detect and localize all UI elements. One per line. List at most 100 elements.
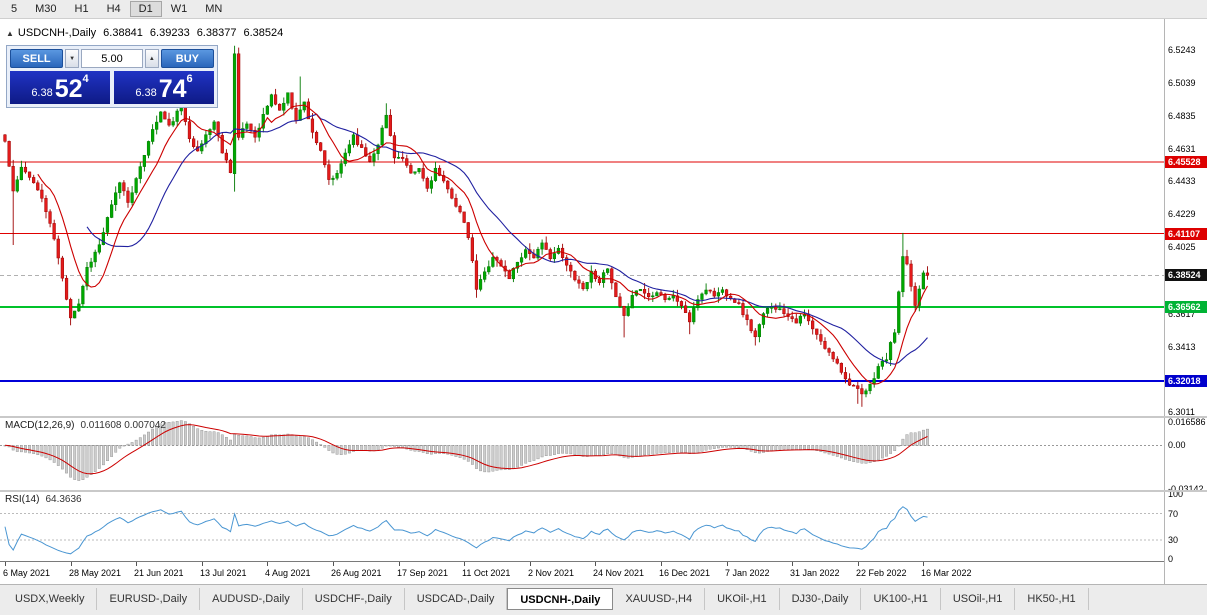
date-label: 16 Dec 2021: [659, 568, 711, 578]
chart-tab-audusd-daily[interactable]: AUDUSD-,Daily: [200, 588, 303, 610]
rsi-name: RSI(14): [5, 494, 40, 505]
date-tick: [858, 562, 859, 566]
date-label: 2 Nov 2021: [528, 568, 575, 578]
date-tick: [71, 562, 72, 566]
volume-decrease-button[interactable]: ▼: [65, 49, 79, 68]
sell-price-prefix: 6.38: [31, 87, 53, 99]
date-tick: [792, 562, 793, 566]
rsi-indicator-label: RSI(14) 64.3636: [5, 494, 82, 505]
buy-price-button[interactable]: 6.38 74 6: [114, 71, 214, 104]
axis-label: 6.3413: [1168, 341, 1196, 352]
chart-tab-eurusd-daily[interactable]: EURUSD-,Daily: [97, 588, 201, 610]
axis-label: 30: [1168, 534, 1179, 545]
chart-symbol-period: USDCNH-,Daily: [17, 27, 97, 39]
price-axis[interactable]: 6.5243 6.5039 6.4835 6.4631 6.4433 6.4229 6.40…: [1164, 19, 1207, 584]
chart-tabs-bar: USDX,Weekly EURUSD-,Daily AUDUSD-,Daily USD…: [0, 584, 1207, 615]
timeframe-h1[interactable]: H1: [74, 3, 89, 15]
date-axis[interactable]: 6 May 2021 28 May 2021 21 Jun 2021 13 Jul 2…: [0, 561, 1164, 584]
sell-price-pipette: 4: [82, 73, 89, 85]
axis-label: 0: [1168, 554, 1174, 565]
date-tick: [333, 562, 334, 566]
trade-panel-toggle-icon[interactable]: ▲: [6, 29, 14, 38]
date-label: 13 Jul 2021: [200, 568, 247, 578]
price-chart-canvas[interactable]: [0, 19, 1164, 416]
chart-tab-usdcnh-daily[interactable]: USDCNH-,Daily: [507, 588, 614, 610]
date-label: 17 Sep 2021: [397, 568, 449, 578]
up-arrow-icon: ▲: [148, 55, 155, 62]
axis-label: 6.5039: [1168, 78, 1196, 89]
axis-label: 0.00: [1168, 440, 1186, 451]
sell-price-button[interactable]: 6.38 52 4: [10, 71, 110, 104]
chart-tab-usdcad-daily[interactable]: USDCAD-,Daily: [405, 588, 508, 610]
timeframe-5[interactable]: 5: [11, 3, 18, 15]
date-label: 22 Feb 2022: [856, 568, 907, 578]
axis-label: 70: [1168, 508, 1179, 519]
axis-label: 0.016586: [1168, 417, 1206, 428]
chart-tab-xauusd-h4[interactable]: XAUUSD-,H4: [613, 588, 706, 610]
timeframe-m30[interactable]: M30: [35, 3, 57, 15]
close-value: 6.38524: [243, 27, 284, 39]
panel-separator[interactable]: [0, 416, 1207, 418]
sell-button[interactable]: SELL: [10, 49, 64, 68]
date-tick: [5, 562, 6, 566]
date-label: 24 Nov 2021: [593, 568, 645, 578]
chart-tab-usdchf-daily[interactable]: USDCHF-,Daily: [303, 588, 405, 610]
date-tick: [530, 562, 531, 566]
buy-price-prefix: 6.38: [135, 87, 157, 99]
axis-label: 6.5243: [1168, 45, 1196, 56]
axis-label: -0.03142: [1168, 484, 1204, 494]
volume-input[interactable]: [81, 49, 143, 68]
chart-tab-ukoil-h1[interactable]: UKOil-,H1: [705, 588, 780, 610]
rsi-value: 64.3636: [45, 494, 82, 505]
buy-price-big: 74: [158, 75, 187, 103]
chart-tab-usoil-h1[interactable]: USOil-,H1: [941, 588, 1016, 610]
chart-title: ▲ USDCNH-,Daily 6.38841 6.39233 6.38377 6.385…: [6, 27, 283, 39]
down-arrow-icon: ▼: [69, 55, 76, 62]
chart-tab-usdx-weekly[interactable]: USDX,Weekly: [3, 588, 98, 610]
price-tag: 6.32018: [1165, 374, 1207, 387]
timeframe-h4[interactable]: H4: [106, 3, 121, 15]
panel-separator[interactable]: [0, 490, 1207, 492]
date-label: 31 Jan 2022: [790, 568, 840, 578]
sell-price-big: 52: [54, 75, 83, 103]
date-tick: [399, 562, 400, 566]
timeframe-d1[interactable]: D1: [129, 1, 162, 17]
date-label: 6 May 2021: [3, 568, 51, 578]
trade-controls-row: SELL ▼ ▲ BUY: [10, 49, 214, 68]
volume-increase-button[interactable]: ▲: [145, 49, 159, 68]
price-tag: 6.45528: [1165, 155, 1207, 168]
chart-tab-hk50-h1[interactable]: HK50-,H1: [1015, 588, 1089, 610]
axis-label: 6.4835: [1168, 111, 1196, 122]
timeframe-w1[interactable]: W1: [170, 3, 188, 15]
date-tick: [923, 562, 924, 566]
buy-button[interactable]: BUY: [160, 49, 214, 68]
buy-price-pipette: 6: [186, 73, 193, 85]
axis-label: 6.3617: [1168, 308, 1196, 319]
date-label: 11 Oct 2021: [462, 568, 511, 578]
trade-prices-row: 6.38 52 4 6.38 74 6: [10, 71, 214, 104]
price-tag: 6.41107: [1165, 227, 1207, 240]
date-tick: [464, 562, 465, 566]
date-tick: [136, 562, 137, 566]
macd-values: 0.011608 0.007042: [80, 420, 166, 431]
axis-label: 6.4229: [1168, 209, 1196, 220]
date-label: 4 Aug 2021: [265, 568, 311, 578]
axis-label: 6.4433: [1168, 176, 1196, 187]
open-value: 6.38841: [103, 27, 143, 39]
axis-label: 6.3011: [1168, 406, 1195, 417]
macd-indicator-label: MACD(12,26,9) 0.011608 0.007042: [5, 420, 166, 431]
axis-label: 6.4631: [1168, 144, 1196, 155]
timeframe-mn[interactable]: MN: [205, 3, 223, 15]
macd-indicator-canvas[interactable]: [0, 418, 1164, 490]
rsi-indicator-canvas[interactable]: [0, 492, 1164, 561]
chart-tab-uk100-h1[interactable]: UK100-,H1: [861, 588, 941, 610]
chart-region: 6 May 2021 28 May 2021 21 Jun 2021 13 Jul 2…: [0, 19, 1207, 584]
price-tag: 6.38524: [1165, 269, 1207, 282]
axis-label: 100: [1168, 488, 1184, 499]
timeframe-toolbar: 5 M30 H1 H4 D1 W1 MN: [0, 0, 1207, 19]
date-tick: [727, 562, 728, 566]
chart-tab-dj30-daily[interactable]: DJ30-,Daily: [780, 588, 862, 610]
axis-label: 6.4025: [1168, 242, 1196, 253]
date-tick: [267, 562, 268, 566]
